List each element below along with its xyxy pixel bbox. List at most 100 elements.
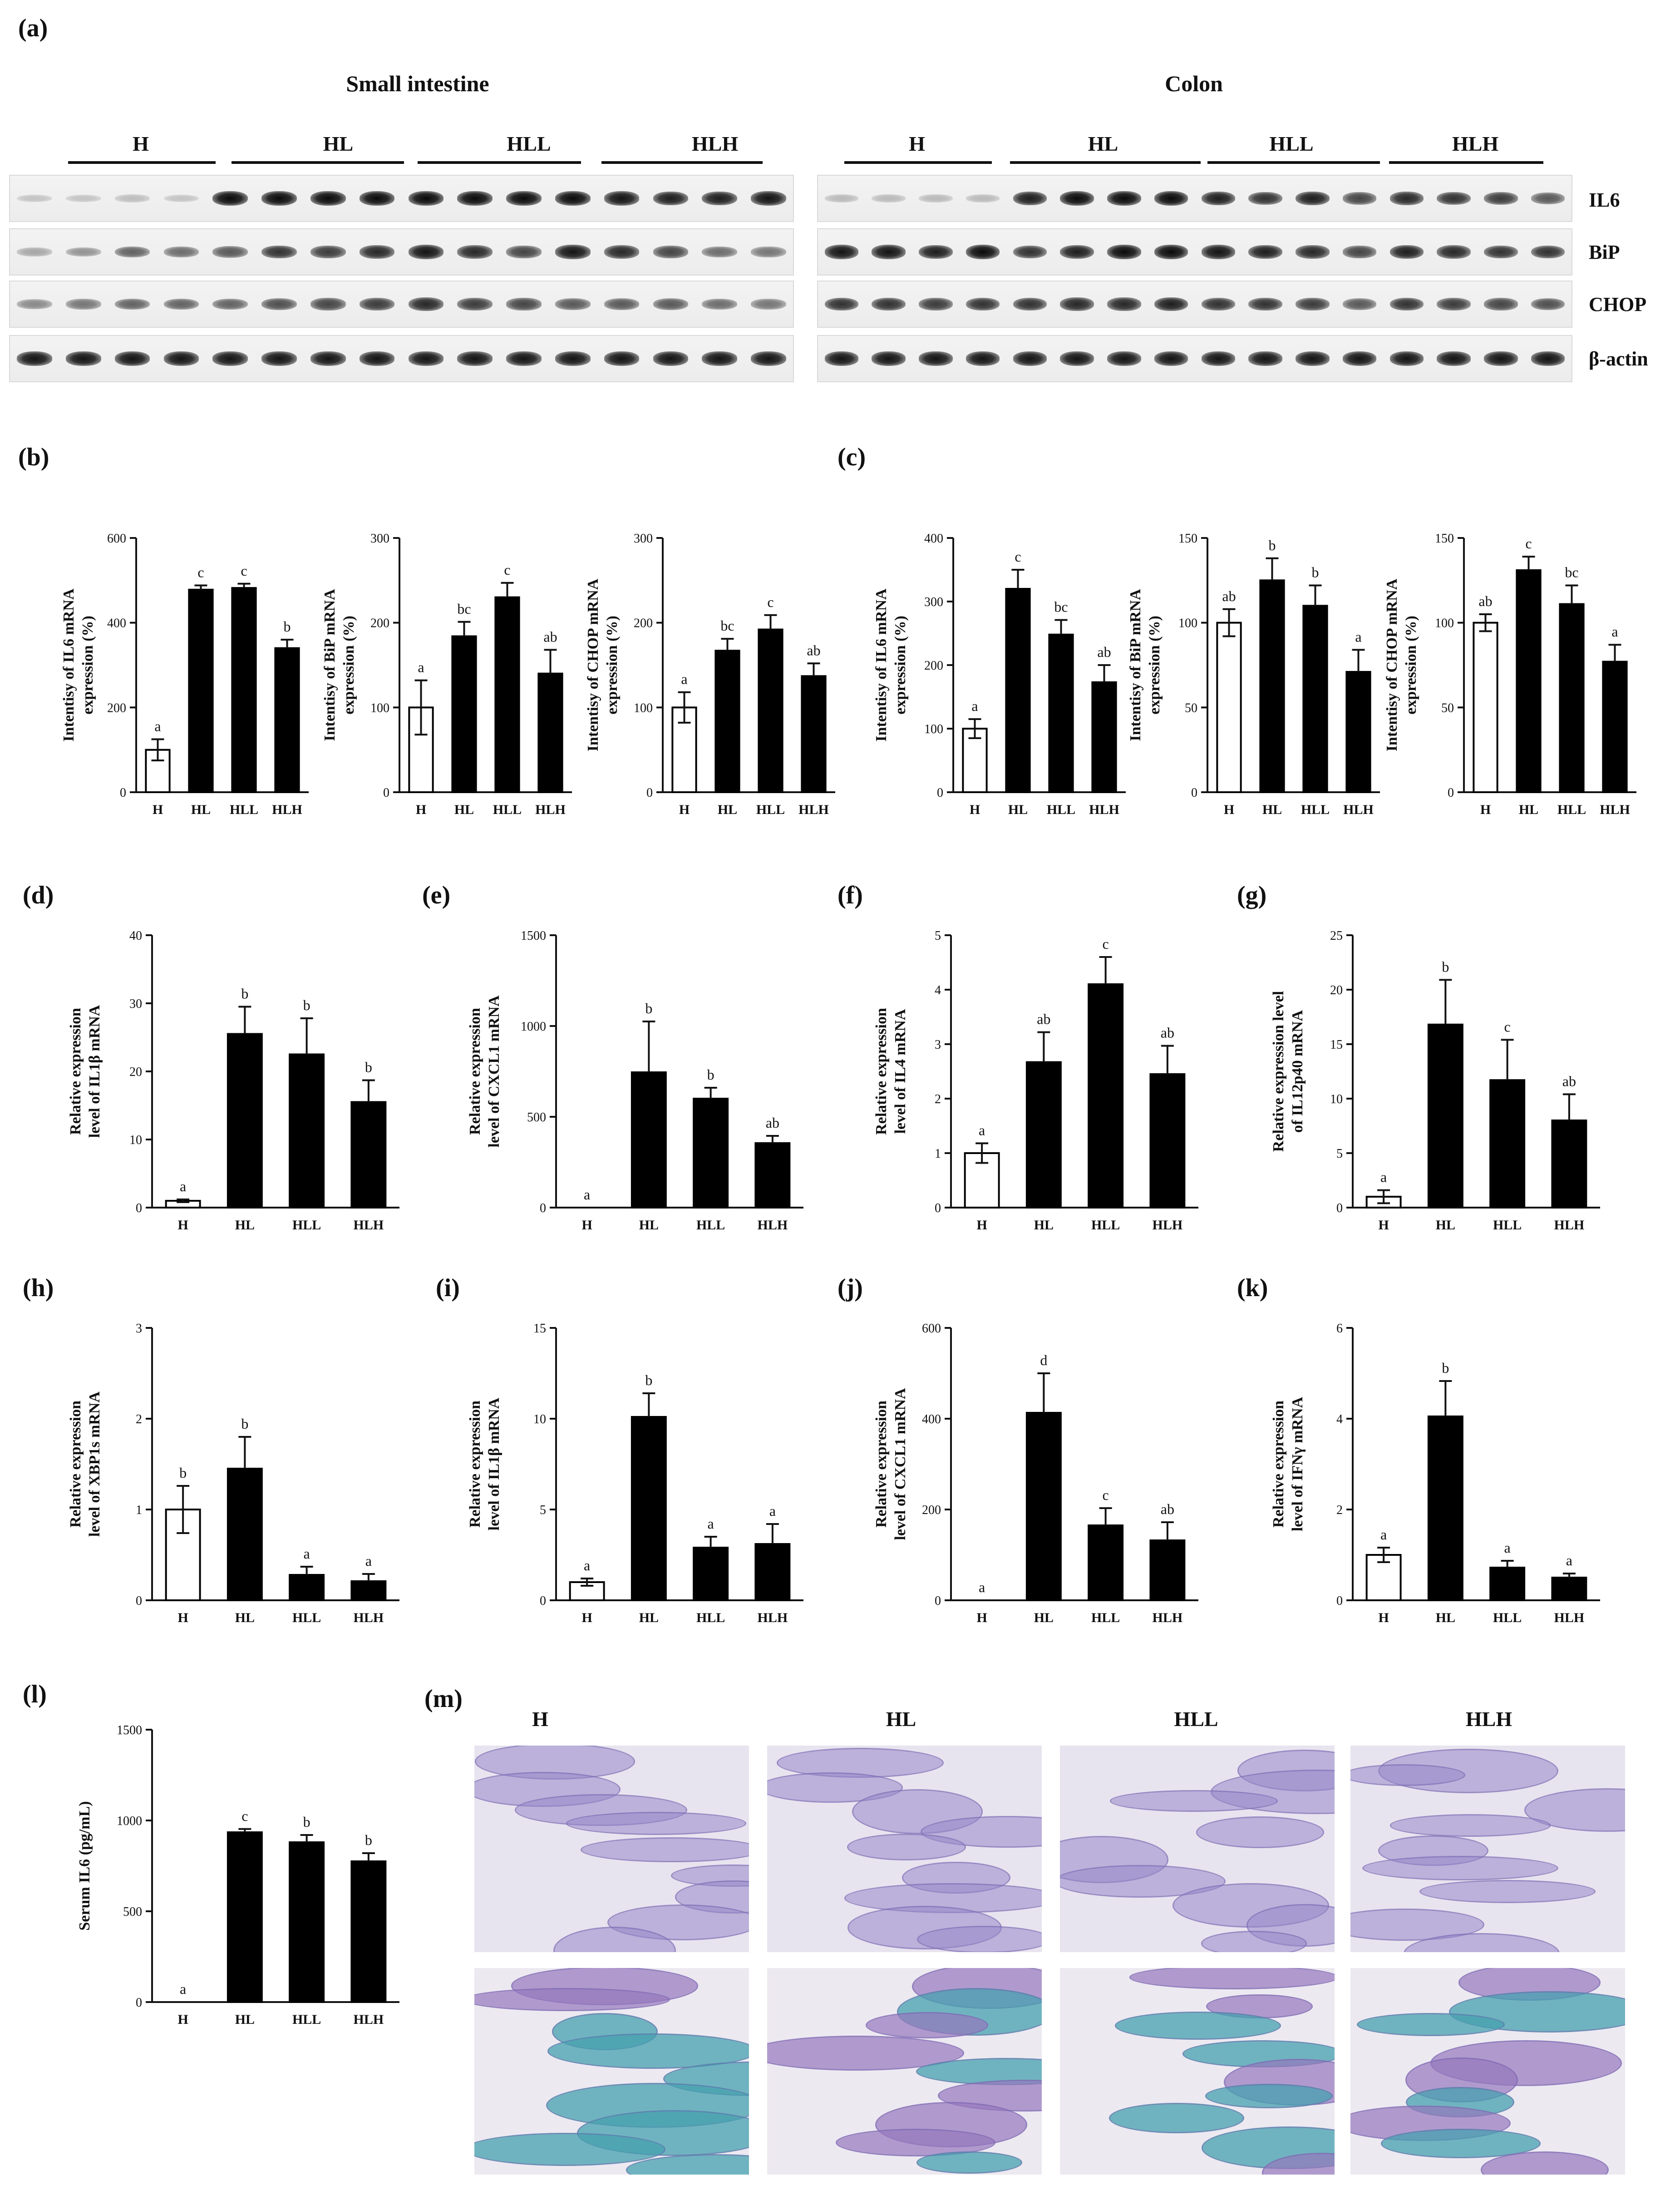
- x-tick-label: HLH: [1153, 1610, 1183, 1625]
- y-tick-label: 1000: [521, 1020, 546, 1034]
- bar-HL: [1005, 588, 1031, 793]
- significance-letter: bc: [1054, 599, 1068, 615]
- significance-letter: c: [1504, 1018, 1511, 1035]
- y-axis-label-line: of IL12p40 mRNA: [1289, 1010, 1306, 1133]
- y-tick-label: 20: [1330, 983, 1343, 997]
- blot-band: [457, 245, 493, 259]
- chart-k: (k) 0 2 4 6 Relative expression level of IFNγ …: [1237, 1274, 1600, 1625]
- y-tick-label: 10: [533, 1412, 546, 1426]
- x-tick-label: HLL: [696, 1218, 725, 1233]
- x-tick-label: HLH: [1153, 1218, 1183, 1233]
- bar-HLH: [350, 1580, 387, 1601]
- x-tick-label: H: [976, 1610, 987, 1625]
- significance-letter: ab: [766, 1115, 779, 1131]
- significance-letter: b: [303, 997, 310, 1013]
- y-tick-label: 0: [935, 1201, 941, 1215]
- histology-column-h: H: [532, 1707, 548, 1731]
- y-axis-label: Relative expression level of XBP1s mRNA: [67, 1391, 103, 1537]
- blot-band: [653, 298, 689, 310]
- x-tick-label: HL: [1034, 1218, 1054, 1233]
- significance-letter: ab: [1161, 1025, 1174, 1041]
- significance-letter: b: [1269, 537, 1276, 553]
- significance-letter: a: [1380, 1169, 1387, 1185]
- blot-band: [506, 351, 542, 366]
- y-axis-label: Intentisy of BiP mRNA expression (%): [1127, 589, 1163, 741]
- blot-band: [872, 245, 906, 259]
- x-tick-label: H: [581, 1218, 592, 1233]
- histology-image: [767, 1968, 1042, 2175]
- y-axis-label-line: Relative expression: [873, 1401, 890, 1528]
- x-tick-label: HLH: [1089, 802, 1119, 817]
- bar-HLH: [754, 1142, 791, 1209]
- x-tick-label: HLL: [696, 1610, 725, 1625]
- bar-HLL: [1302, 605, 1328, 794]
- significance-letter: c: [1525, 535, 1532, 552]
- chart-c1: (c) 0 100 200 300 400 Intentisy of IL6 mRNA exp…: [838, 443, 1126, 817]
- y-tick-label: 0: [935, 1594, 941, 1608]
- blot-band: [408, 191, 444, 206]
- panel-label: (e): [422, 881, 450, 909]
- blot-band: [65, 247, 101, 257]
- blot-band: [359, 298, 395, 311]
- bar-HLL: [758, 628, 783, 793]
- blot-band: [17, 299, 52, 309]
- blot-band: [1342, 351, 1377, 366]
- significance-letter: bc: [457, 601, 471, 617]
- blot-band: [1013, 191, 1047, 206]
- x-tick-label: HLH: [1600, 802, 1630, 817]
- tissue-fold: [1357, 2013, 1505, 2036]
- blot-band: [359, 191, 395, 206]
- y-tick-label: 10: [129, 1133, 142, 1147]
- x-tick-label: HLL: [1493, 1610, 1522, 1625]
- y-tick-label: 200: [924, 659, 943, 673]
- y-tick-label: 200: [922, 1503, 941, 1517]
- blot-strip: [817, 228, 1572, 276]
- significance-letter: c: [1015, 548, 1021, 565]
- y-tick-label: 100: [370, 701, 389, 715]
- blot-band: [604, 191, 640, 206]
- y-tick-label: 15: [533, 1322, 546, 1336]
- blot-band: [1296, 351, 1330, 366]
- x-tick-label: HLH: [758, 1610, 788, 1625]
- bar-HLL: [693, 1547, 729, 1601]
- y-axis-label-line: Intentisy of IL6 mRNA: [873, 588, 890, 742]
- blot-band: [1484, 351, 1518, 366]
- y-tick-label: 400: [107, 617, 126, 631]
- blot-band: [408, 297, 444, 311]
- significance-letter: b: [284, 618, 291, 635]
- blot-band: [65, 351, 101, 366]
- x-tick-label: HLL: [230, 802, 258, 817]
- blot-band: [359, 245, 395, 259]
- bar-HLL: [1559, 603, 1585, 793]
- bar-HL: [714, 650, 740, 794]
- y-tick-label: 300: [634, 532, 653, 546]
- blot-band: [1107, 245, 1141, 259]
- blot-band: [919, 298, 953, 311]
- blot-band: [1201, 297, 1236, 311]
- y-tick-label: 4: [935, 983, 941, 997]
- lane-group-line: [1389, 161, 1543, 164]
- tissue-fold: [474, 2133, 666, 2166]
- blot-band: [506, 246, 542, 258]
- y-axis-label-line: level of CXCL1 mRNA: [892, 1388, 909, 1540]
- blot-band: [1531, 351, 1565, 366]
- blot-band: [824, 245, 859, 259]
- x-tick-label: HL: [191, 802, 211, 817]
- x-tick-label: HL: [1008, 802, 1028, 817]
- blot-band: [1060, 191, 1094, 206]
- x-tick-label: H: [976, 1218, 987, 1233]
- y-axis-label-line: Intentisy of BiP mRNA: [321, 589, 338, 741]
- blot-band: [17, 351, 52, 366]
- blot-band: [1154, 297, 1188, 311]
- chart-j: (j) 0 200 400 600 Relative expression level of…: [838, 1274, 1198, 1625]
- blot-band: [653, 191, 689, 206]
- y-tick-label: 100: [1178, 617, 1197, 631]
- y-axis-label-line: Intentisy of CHOP mRNA: [1384, 578, 1400, 751]
- bar-HLL: [289, 1053, 325, 1209]
- blot-band: [310, 351, 346, 366]
- y-tick-label: 1500: [521, 929, 546, 943]
- x-tick-label: HLH: [798, 802, 829, 817]
- x-tick-label: HL: [718, 802, 737, 817]
- bar-HL: [631, 1071, 667, 1209]
